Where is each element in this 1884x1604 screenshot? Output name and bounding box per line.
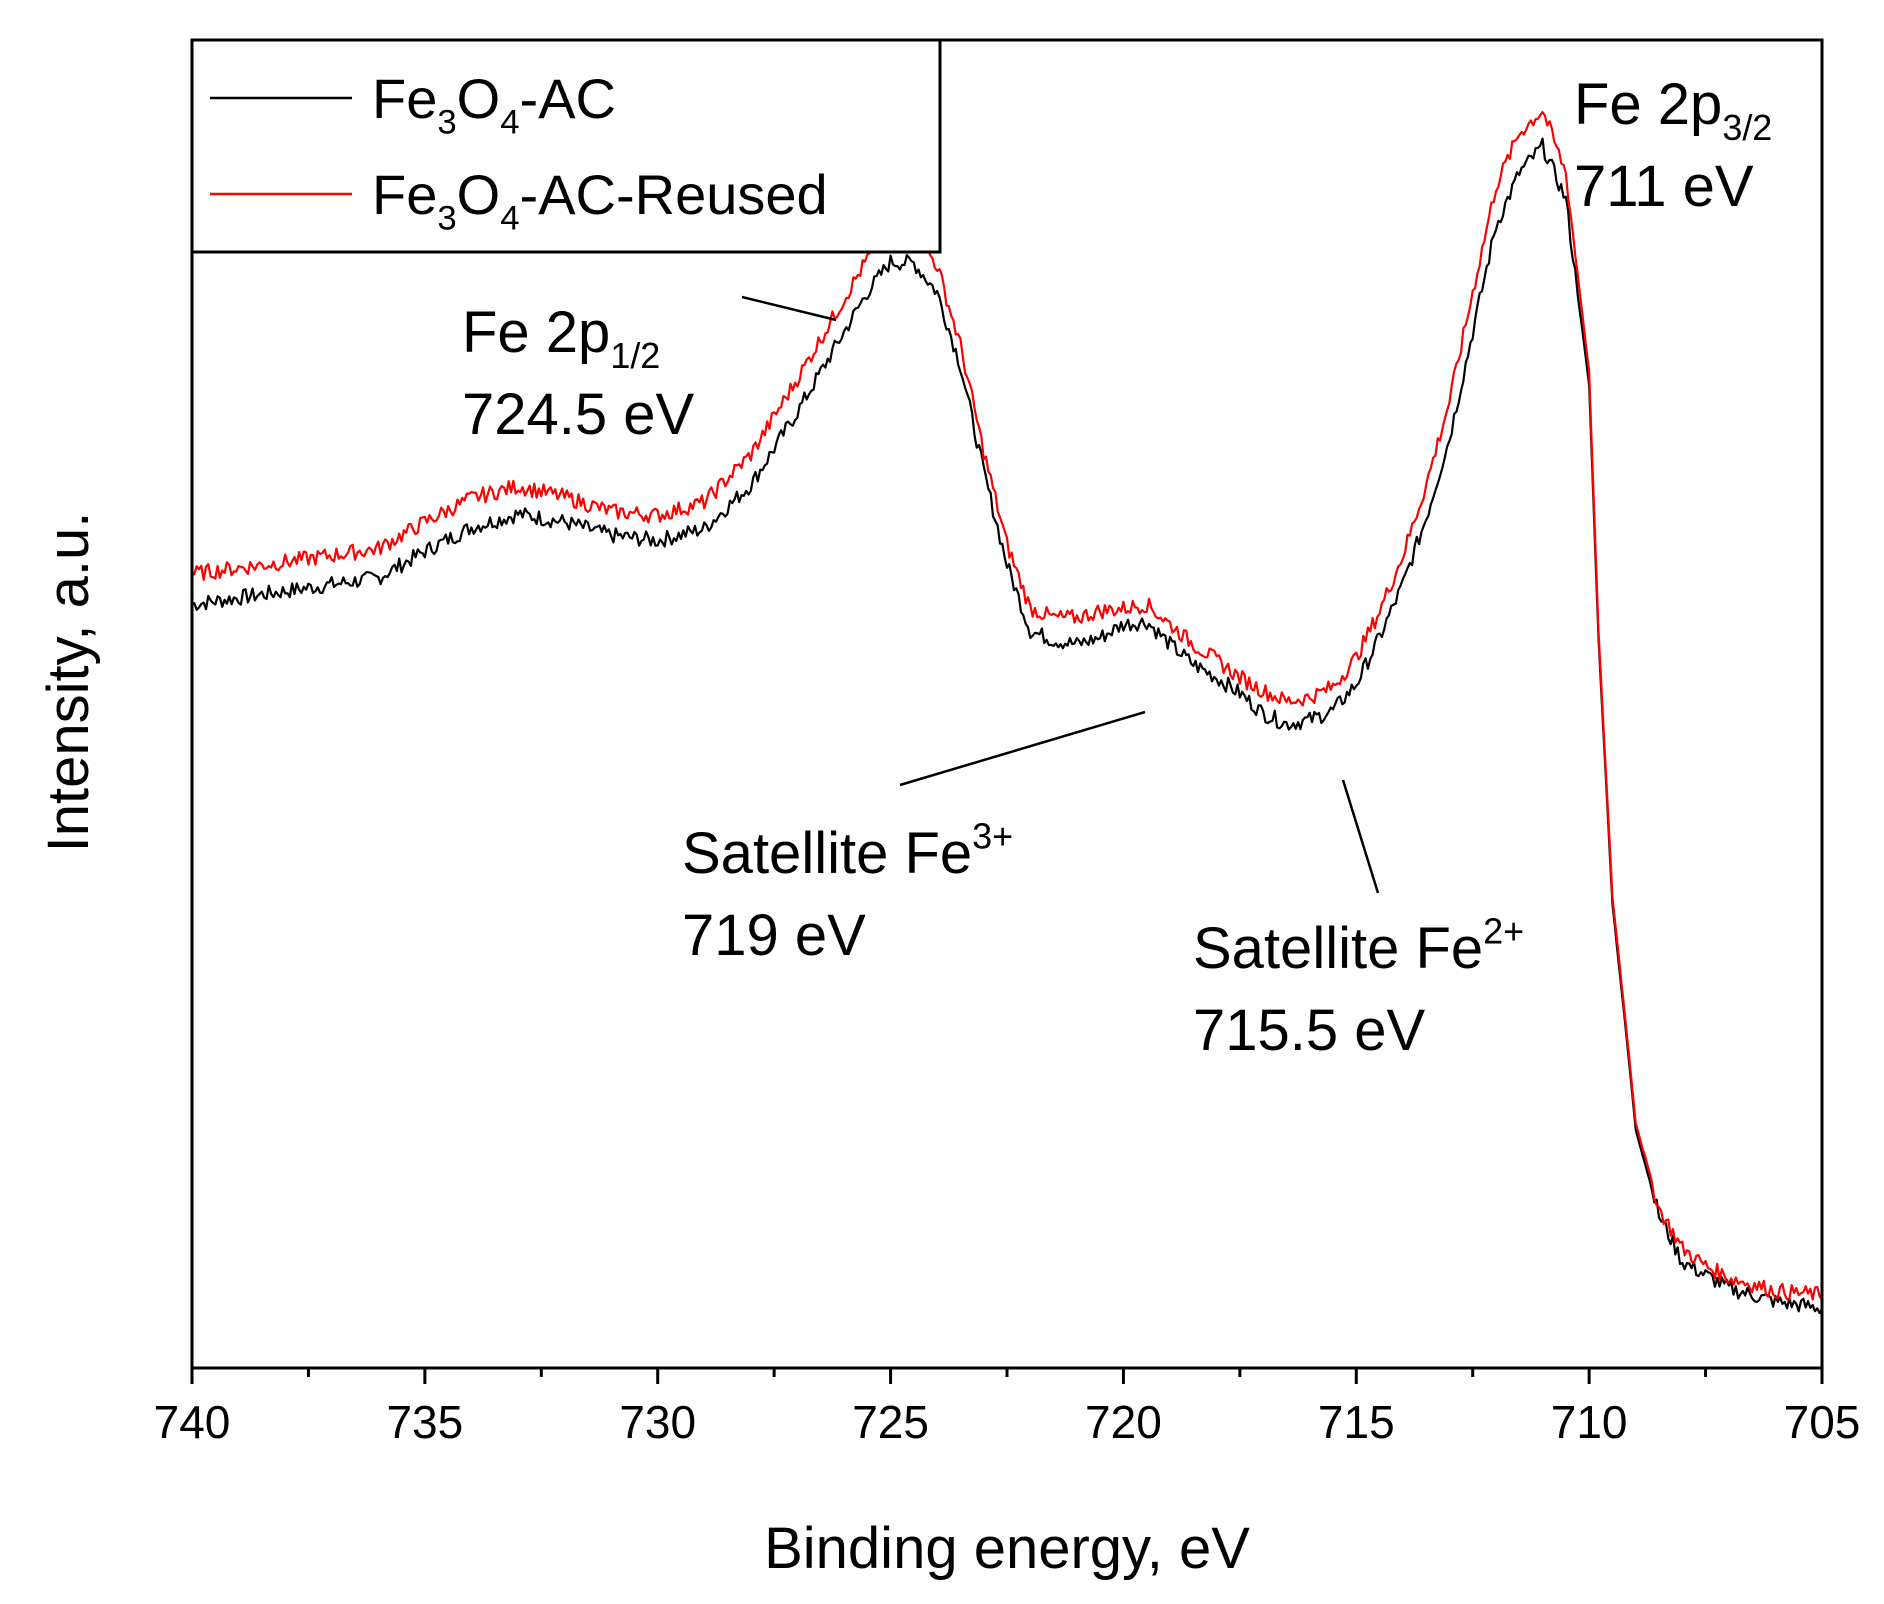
- y-axis-title: Intensity, a.u.: [36, 512, 101, 853]
- annotation-leader-sat2: [1341, 779, 1380, 894]
- legend-box: [190, 38, 942, 254]
- legend: Fe3O4-AC Fe3O4-AC-Reused: [190, 38, 942, 254]
- x-axis-ticks: [190, 1368, 1824, 1384]
- x-tick-label: 725: [852, 1396, 929, 1448]
- annotation-value-sat3: 719 eV: [682, 903, 866, 968]
- annotation-value-sat2: 715.5 eV: [1193, 998, 1426, 1063]
- legend-entry-label: Fe3O4-AC: [372, 67, 616, 142]
- series-layer: [191, 110, 1823, 1315]
- annotation-label-fe2p32: Fe 2p3/2: [1574, 72, 1772, 148]
- annotation-leader-fe2p12: [741, 295, 837, 322]
- x-tick-label: 720: [1085, 1396, 1162, 1448]
- x-tick-label: 740: [154, 1396, 231, 1448]
- legend-entry-label: Fe3O4-AC-Reused: [372, 163, 828, 238]
- x-tick-label: 705: [1784, 1396, 1861, 1448]
- x-tick-label: 730: [619, 1396, 696, 1448]
- annotation-label-fe2p12: Fe 2p1/2: [462, 300, 660, 376]
- x-axis-tick-labels: 740 735 730 725 720 715 710 705: [154, 1396, 1861, 1448]
- x-tick-label: 715: [1318, 1396, 1395, 1448]
- annotation-value-fe2p12: 724.5 eV: [462, 382, 695, 447]
- x-tick-label: 735: [386, 1396, 463, 1448]
- annotation-leader-lines: [741, 295, 1380, 894]
- x-axis-title: Binding energy, eV: [764, 1516, 1250, 1581]
- x-tick-label: 710: [1551, 1396, 1628, 1448]
- series-line-fe3o4-ac-reused: [191, 110, 1823, 1301]
- annotation-label-sat3: Satellite Fe3+: [682, 816, 1013, 886]
- annotation-leader-sat3: [899, 710, 1146, 787]
- annotation-value-fe2p32: 711 eV: [1574, 154, 1754, 219]
- annotation-label-sat2: Satellite Fe2+: [1193, 911, 1524, 981]
- series-line-fe3o4-ac: [191, 137, 1823, 1315]
